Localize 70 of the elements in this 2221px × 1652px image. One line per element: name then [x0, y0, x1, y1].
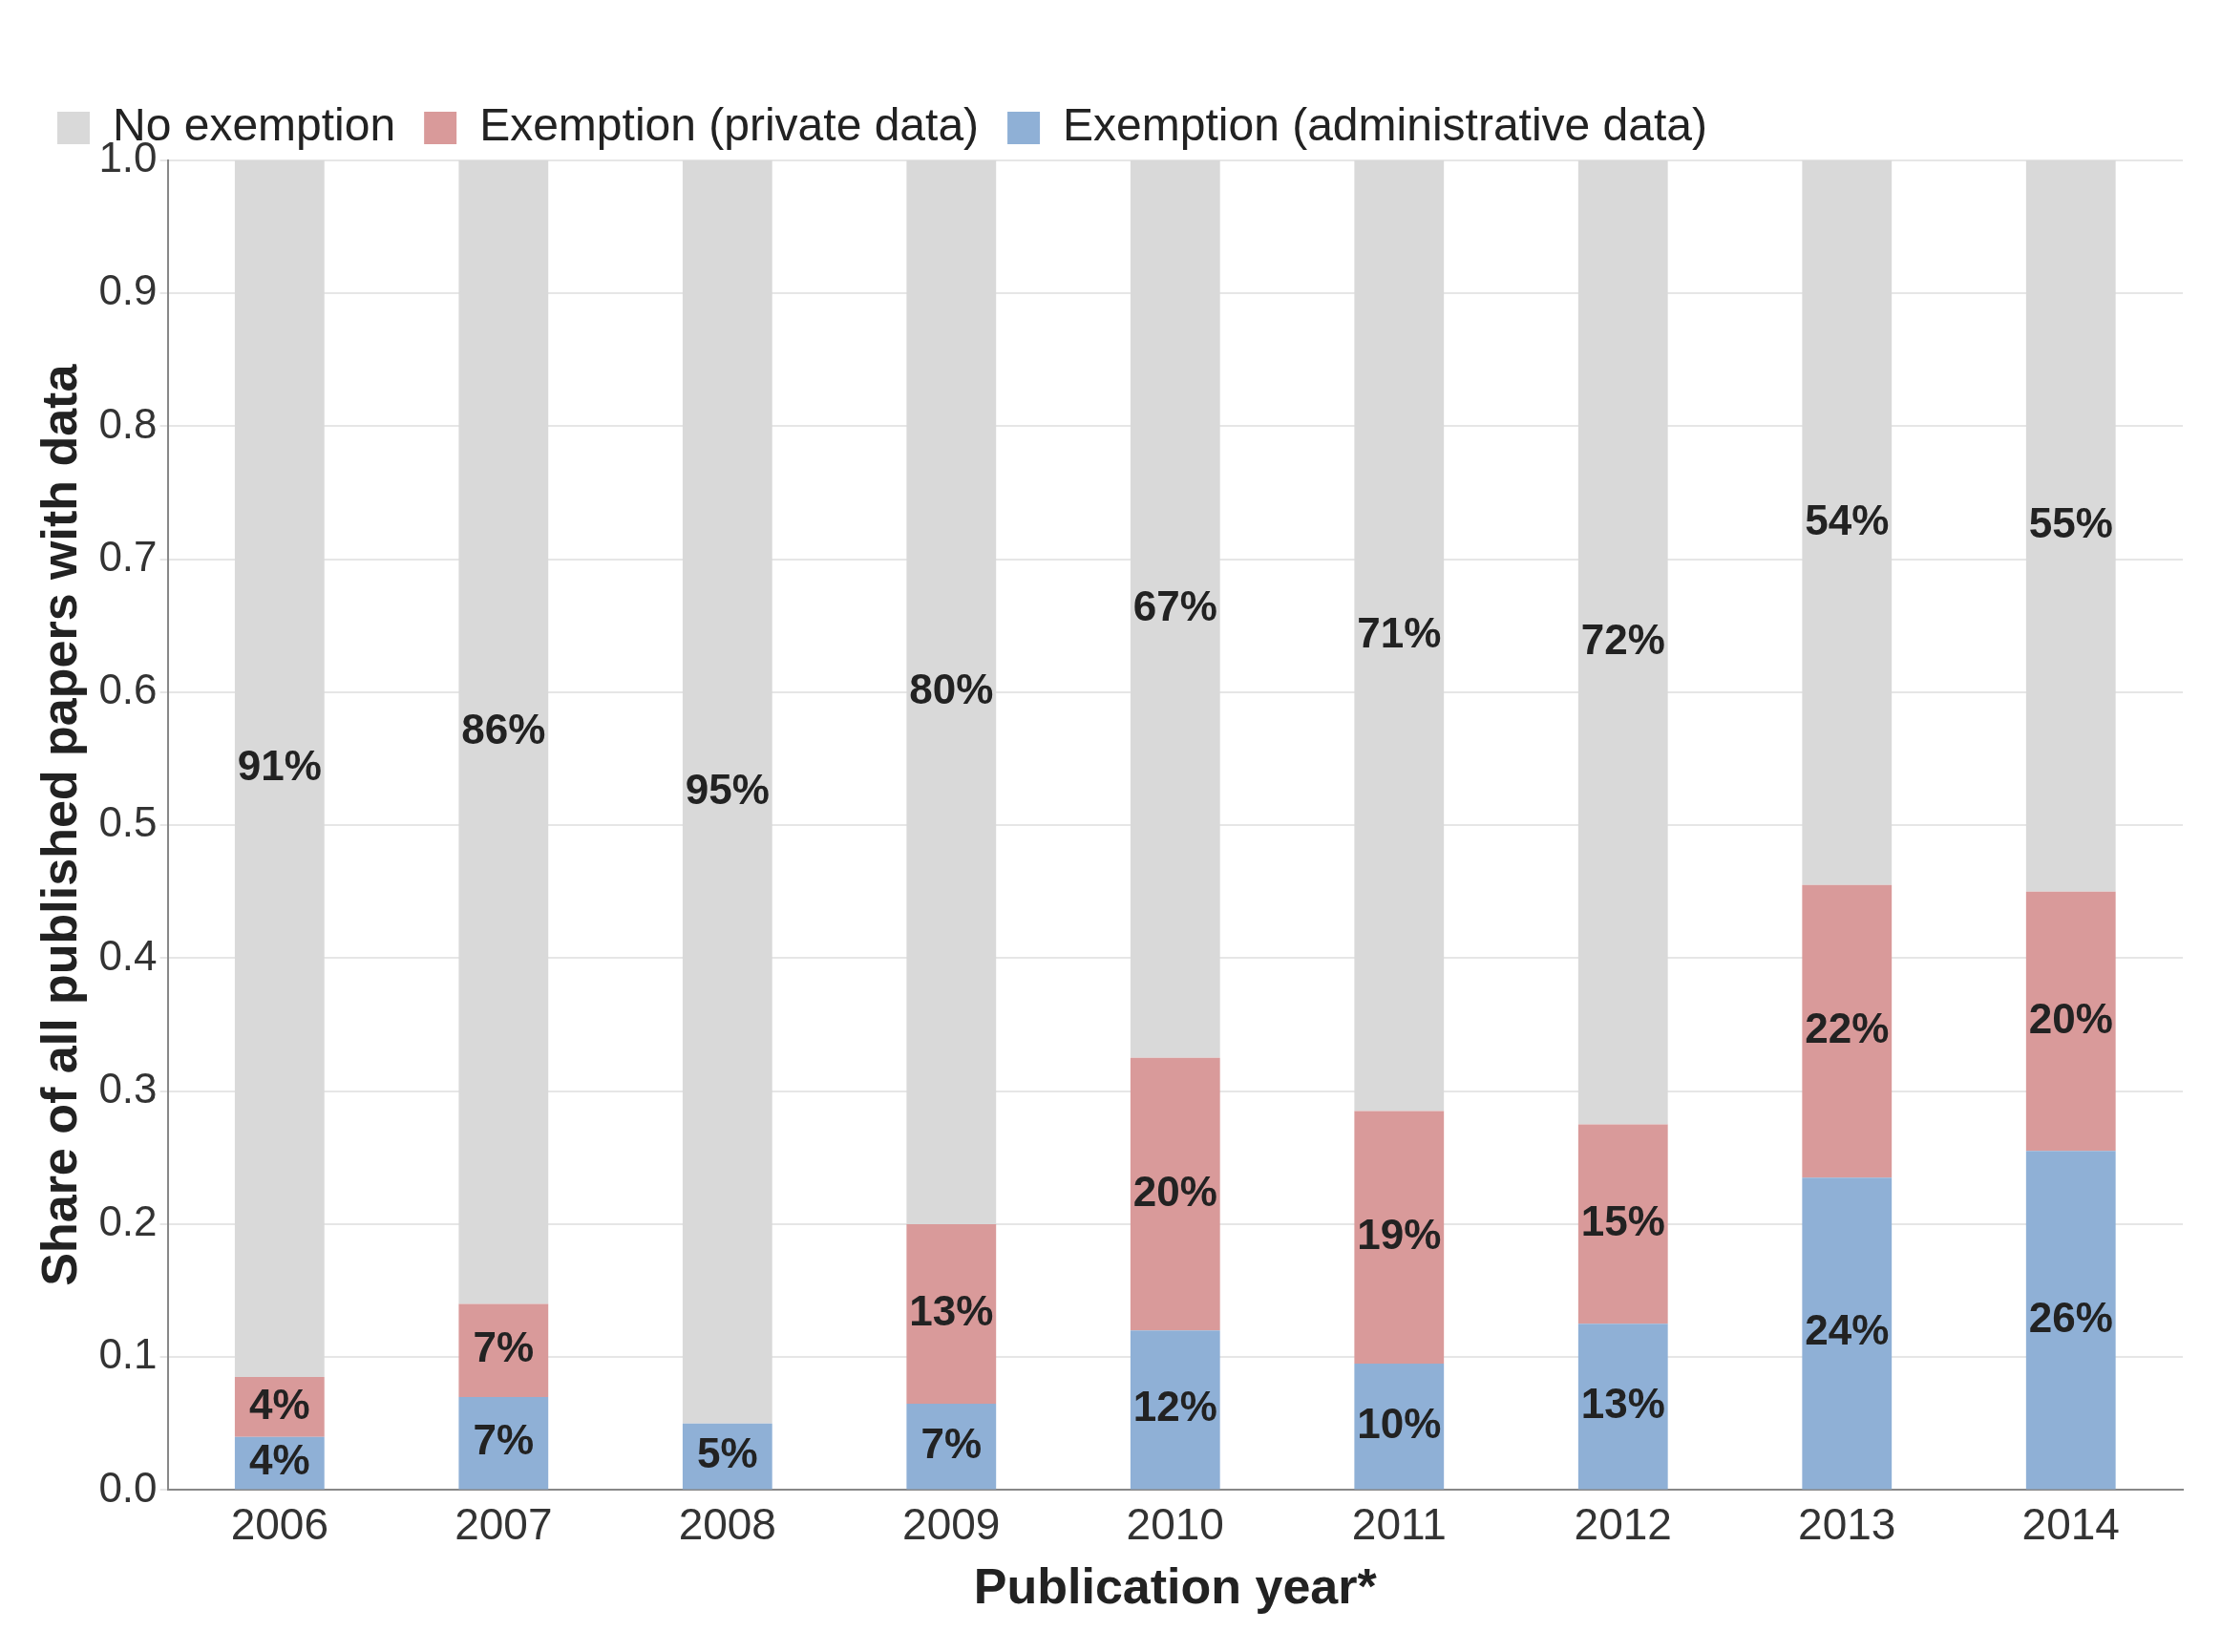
data-label: 4% — [249, 1436, 310, 1484]
data-label: 15% — [1580, 1197, 1665, 1245]
data-label: 26% — [2028, 1293, 2113, 1341]
x-tick-label: 2011 — [1351, 1498, 1447, 1549]
y-tick-label: 0.1 — [98, 1330, 158, 1378]
bar — [458, 1303, 549, 1397]
data-label: 80% — [909, 666, 994, 713]
data-label: 4% — [249, 1380, 310, 1428]
data-label: 71% — [1357, 608, 1442, 656]
data-label: 54% — [1805, 496, 1890, 543]
bar — [1354, 160, 1445, 1112]
data-label: 7% — [473, 1324, 535, 1371]
legend-label: Exemption (administrative data) — [1063, 99, 1708, 151]
y-axis-title: Share of all published papers with data — [31, 363, 87, 1286]
data-label: 10% — [1357, 1399, 1442, 1447]
y-tick-label: 0.7 — [98, 532, 158, 580]
x-tick-label: 2014 — [2021, 1498, 2120, 1549]
x-tick-label: 2013 — [1798, 1498, 1896, 1549]
data-label: 20% — [1132, 1167, 1217, 1215]
data-label: 24% — [1805, 1306, 1890, 1354]
data-label: 91% — [237, 742, 322, 790]
bar — [906, 1223, 997, 1404]
bar — [1802, 1177, 1893, 1490]
y-tick-label: 0.4 — [98, 931, 158, 979]
data-label: 95% — [685, 765, 770, 813]
x-tick-label: 2012 — [1574, 1498, 1672, 1549]
bar — [1802, 884, 1893, 1178]
data-label: 86% — [461, 705, 546, 752]
legend-label: Exemption (private data) — [479, 99, 980, 151]
x-tick-label: 2009 — [902, 1498, 1001, 1549]
data-label: 7% — [920, 1419, 983, 1467]
x-tick-label: 2010 — [1126, 1498, 1224, 1549]
bar — [1802, 160, 1893, 885]
x-axis-title: Publication year* — [973, 1558, 1378, 1615]
y-tick-label: 0.6 — [98, 666, 158, 713]
data-label: 19% — [1357, 1210, 1442, 1258]
y-tick-label: 0.5 — [98, 798, 158, 846]
bar — [1577, 1124, 1668, 1324]
data-label: 72% — [1580, 615, 1665, 663]
bar — [1130, 1330, 1220, 1490]
bar — [682, 160, 772, 1424]
bar — [1577, 160, 1668, 1125]
bar — [1130, 160, 1220, 1058]
bar — [458, 1396, 549, 1490]
bar — [2025, 1151, 2116, 1490]
data-label: 67% — [1132, 582, 1217, 630]
y-tick-label: 0.0 — [98, 1463, 158, 1511]
bar — [234, 160, 325, 1378]
data-label: 13% — [1580, 1380, 1665, 1428]
data-label: 22% — [1805, 1005, 1890, 1052]
y-tick-label: 0.8 — [98, 399, 158, 447]
x-tick-label: 2006 — [230, 1498, 328, 1549]
data-label: 13% — [909, 1287, 994, 1335]
bar — [1577, 1324, 1668, 1490]
bar — [2025, 891, 2116, 1152]
data-label: 55% — [2028, 499, 2113, 547]
y-tick-label: 0.3 — [98, 1064, 158, 1112]
bar — [2025, 160, 2116, 892]
y-tick-label: 0.2 — [98, 1197, 158, 1245]
y-tick-label: 0.9 — [98, 266, 158, 314]
data-label: 20% — [2028, 994, 2113, 1042]
data-label: 7% — [473, 1416, 535, 1464]
bar — [1354, 1111, 1445, 1365]
x-tick-label: 2007 — [455, 1498, 553, 1549]
data-label: 5% — [697, 1430, 758, 1477]
bar — [906, 160, 997, 1224]
bar — [458, 160, 549, 1304]
data-label: 12% — [1132, 1383, 1217, 1430]
bar — [1130, 1057, 1220, 1331]
x-tick-label: 2008 — [678, 1498, 776, 1549]
